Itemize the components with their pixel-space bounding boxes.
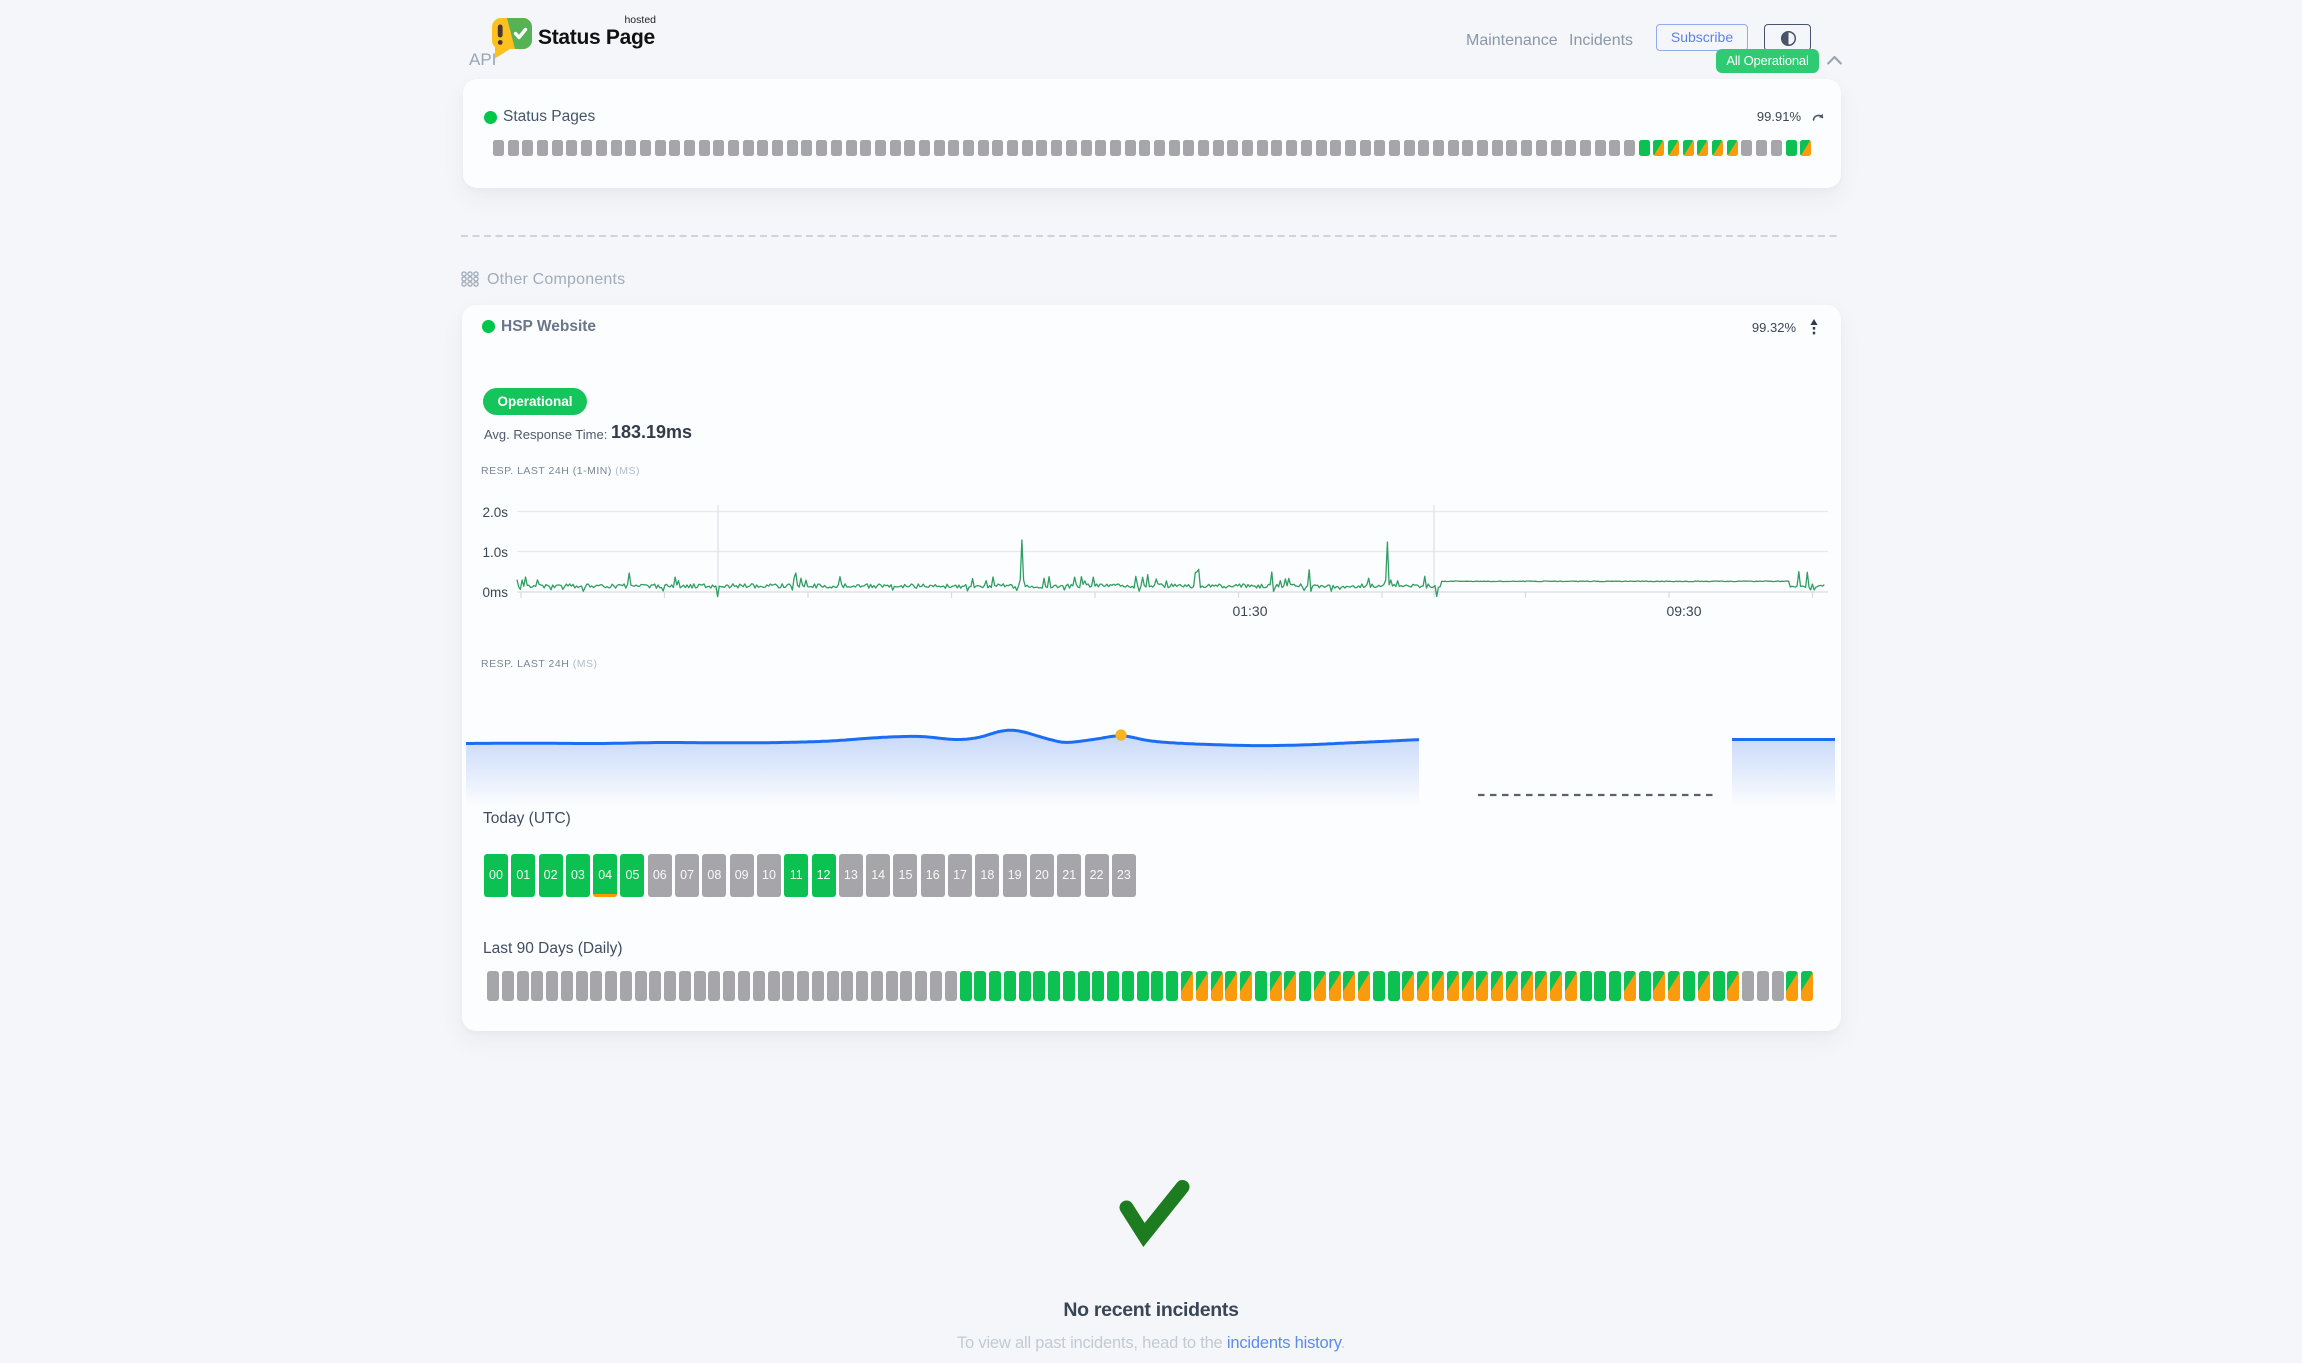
svg-text:01:30: 01:30 bbox=[1232, 603, 1267, 619]
svg-text:1.0s: 1.0s bbox=[482, 545, 508, 560]
svg-text:0ms: 0ms bbox=[482, 585, 508, 600]
svg-text:09:30: 09:30 bbox=[1666, 603, 1701, 619]
svg-text:2.0s: 2.0s bbox=[482, 505, 508, 520]
